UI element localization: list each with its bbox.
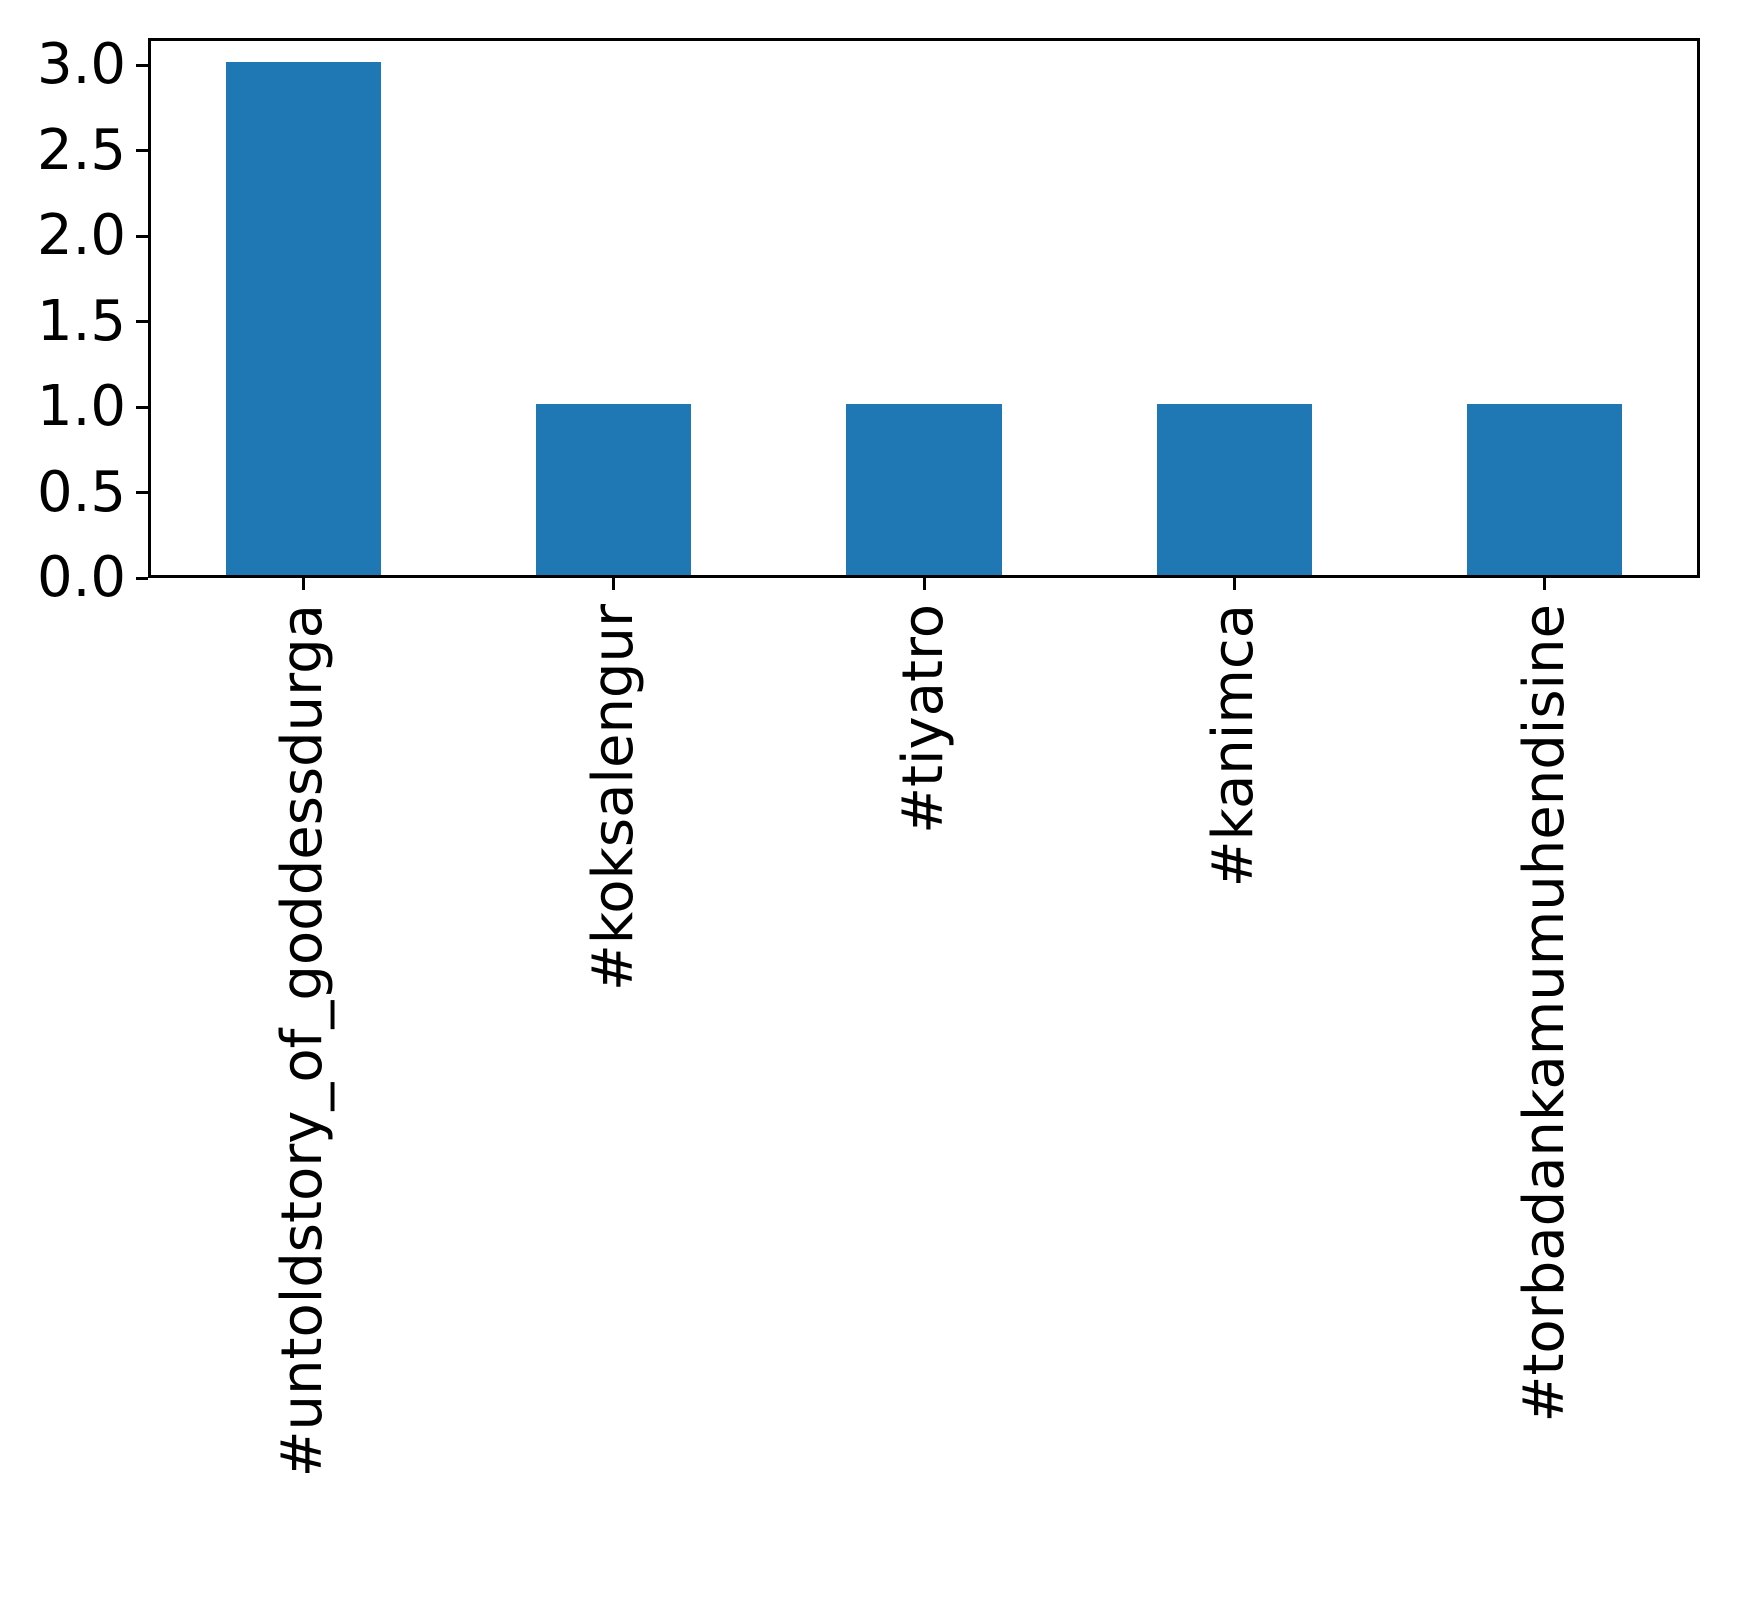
- y-tick-label: 3.0: [36, 32, 126, 97]
- bar: [536, 404, 692, 575]
- y-tick-mark: [136, 576, 148, 580]
- x-tick-mark: [301, 578, 305, 590]
- y-tick-label: 0.5: [36, 459, 126, 525]
- y-tick-mark: [136, 234, 148, 238]
- x-tick-label: #torbadankamumuhendisine: [1511, 604, 1577, 1423]
- x-tick-mark: [922, 578, 926, 590]
- plot-area: [148, 38, 1700, 578]
- bar: [1467, 404, 1623, 575]
- x-tick-mark: [1543, 578, 1547, 590]
- y-tick-label: 0.0: [36, 545, 126, 610]
- y-tick-label: 1.5: [36, 288, 126, 354]
- x-tick-label: #kanimca: [1201, 604, 1267, 888]
- y-tick-mark: [136, 320, 148, 323]
- y-tick-mark: [136, 491, 148, 494]
- y-tick-mark: [136, 149, 148, 152]
- x-tick-mark: [1232, 578, 1236, 590]
- y-tick-label: 2.5: [36, 117, 126, 183]
- bar: [225, 62, 381, 575]
- x-tick-label: #tiyatro: [891, 604, 956, 834]
- bar: [1156, 404, 1312, 575]
- y-tick-label: 1.0: [36, 374, 126, 439]
- x-tick-label: #untoldstory_of_goddessdurga: [270, 604, 336, 1478]
- y-tick-mark: [136, 405, 148, 409]
- y-tick-label: 2.0: [36, 203, 126, 268]
- x-tick-mark: [612, 578, 616, 590]
- bar: [846, 404, 1002, 575]
- y-tick-mark: [136, 63, 148, 67]
- x-tick-label: #koksalengur: [580, 604, 646, 992]
